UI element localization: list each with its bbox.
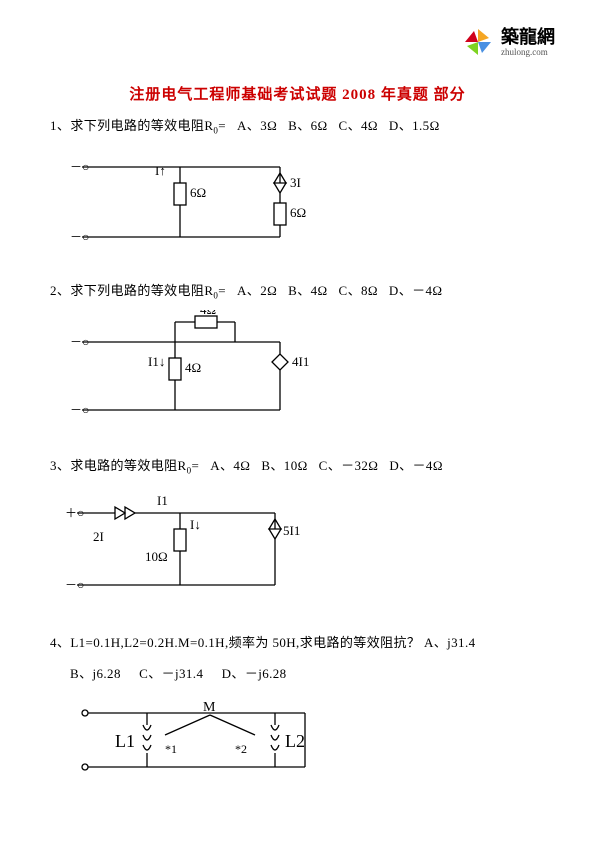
q3-num: 3 <box>50 458 57 473</box>
question-4: 4、L1=0.1H,L2=0.2H.M=0.1H,频率为 50H,求电路的等效阻… <box>50 632 476 651</box>
question-1: 1、求下列电路的等效电阻R0= A、3Ω B、6Ω C、4Ω D、1.5Ω <box>50 115 440 136</box>
svg-text:2I: 2I <box>93 529 104 544</box>
svg-text:*1: *1 <box>165 742 177 756</box>
question-4-row2: B、j6.28 C、－j31.4 D、－j6.28 <box>70 663 287 682</box>
q3-stem: 求电路的等效电阻R <box>70 458 186 473</box>
svg-text:I1↓: I1↓ <box>148 354 165 369</box>
svg-text:*2: *2 <box>235 742 247 756</box>
svg-text:5I1: 5I1 <box>283 523 300 538</box>
svg-text:4Ω: 4Ω <box>185 360 201 375</box>
svg-text:－○: －○ <box>70 160 89 174</box>
svg-text:L1: L1 <box>115 731 135 751</box>
q1-num: 1 <box>50 118 57 133</box>
svg-text:10Ω: 10Ω <box>145 549 168 564</box>
q2-num: 2 <box>50 283 57 298</box>
circuit-4: L1 M L2 *1 *2 <box>75 695 335 790</box>
svg-text:6Ω: 6Ω <box>190 185 206 200</box>
svg-text:M: M <box>203 700 216 715</box>
question-3: 3、求电路的等效电阻R0= A、4Ω B、10Ω C、－32Ω D、－4Ω <box>50 455 443 476</box>
svg-text:＋○: ＋○ <box>65 506 84 520</box>
svg-text:3I: 3I <box>290 175 301 190</box>
logo-sub-text: zhulong.com <box>501 48 555 57</box>
svg-text:－○: －○ <box>70 230 89 244</box>
q2-stem: 求下列电路的等效电阻R <box>70 283 213 298</box>
q1-stem: 求下列电路的等效电阻R <box>70 118 213 133</box>
question-2: 2、求下列电路的等效电阻R0= A、2Ω B、4Ω C、8Ω D、－4Ω <box>50 280 443 301</box>
svg-text:4I1: 4I1 <box>292 354 309 369</box>
circuit-1: －○ －○ I↑ 6Ω 3I 6Ω <box>70 145 320 255</box>
svg-text:－○: －○ <box>70 335 89 349</box>
svg-text:I↓: I↓ <box>190 517 201 532</box>
page-title: 注册电气工程师基础考试试题 2008 年真题 部分 <box>0 83 595 104</box>
logo-icon <box>461 25 495 59</box>
svg-text:6Ω: 6Ω <box>290 205 306 220</box>
svg-text:I↑: I↑ <box>155 163 166 178</box>
q4-num: 4 <box>50 635 57 650</box>
svg-text:－○: －○ <box>65 578 84 592</box>
svg-text:I1: I1 <box>157 493 168 508</box>
svg-text:4Ω: 4Ω <box>200 310 216 317</box>
circuit-3: ＋○ －○ I1 I↓ 2I 10Ω 5I1 <box>65 485 325 610</box>
circuit-2: －○ －○ 4Ω I1↓ 4Ω 4I1 <box>70 310 330 430</box>
svg-text:L2: L2 <box>285 731 305 751</box>
svg-text:－○: －○ <box>70 403 89 417</box>
logo: 築龍網 zhulong.com <box>461 25 555 59</box>
logo-main-text: 築龍網 <box>501 28 555 46</box>
q4-stem: L1=0.1H,L2=0.2H.M=0.1H,频率为 50H,求电路的等效阻抗？… <box>70 635 475 650</box>
